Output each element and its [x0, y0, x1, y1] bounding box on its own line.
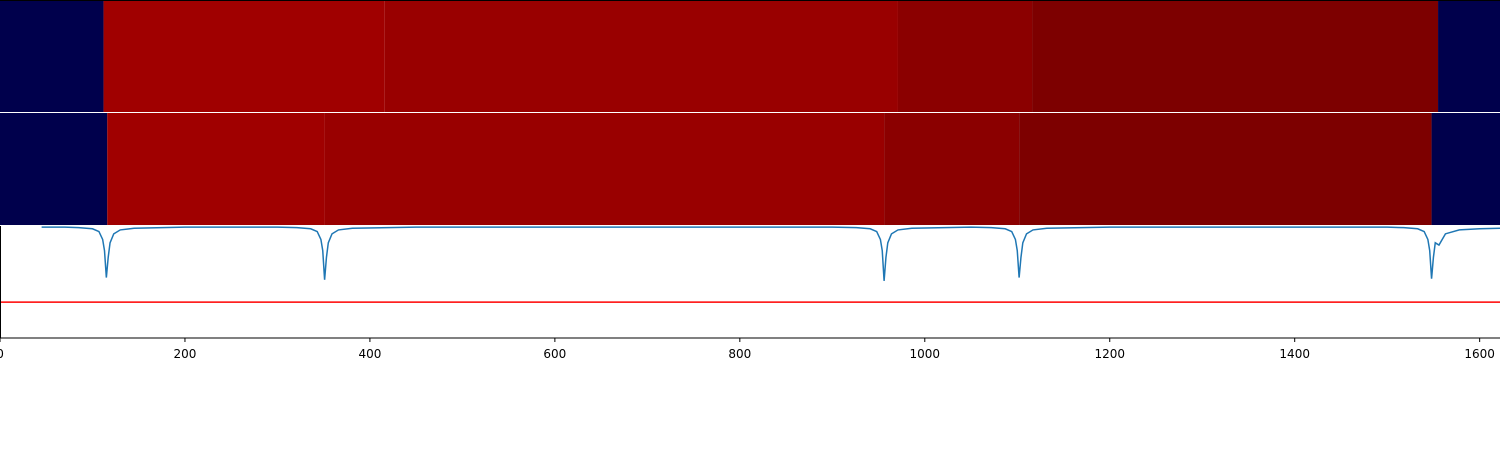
x-tick-label: 0: [0, 347, 4, 361]
strip-segment: [1438, 0, 1500, 112]
strip-segment: [0, 113, 108, 225]
x-tick-label: 600: [543, 347, 566, 361]
x-tick-label: 1200: [1094, 347, 1125, 361]
line-series: [41, 226, 1500, 281]
x-tick-label: 200: [174, 347, 197, 361]
x-tick-label: 1600: [1464, 347, 1495, 361]
strip-segment: [384, 0, 898, 112]
strip-segment: [1019, 113, 1432, 225]
strip-segment: [103, 0, 385, 112]
x-tick-label: 1400: [1279, 347, 1310, 361]
strip-segment: [107, 113, 325, 225]
strip-segment: [1431, 113, 1500, 225]
strip-segment: [1032, 0, 1439, 112]
strip-segment: [0, 0, 104, 112]
x-tick-label: 1000: [910, 347, 941, 361]
strip-segment: [324, 113, 885, 225]
strip-segment: [884, 113, 1020, 225]
strip-segment: [897, 0, 1033, 112]
x-tick-label: 400: [358, 347, 381, 361]
x-tick-label: 800: [728, 347, 751, 361]
